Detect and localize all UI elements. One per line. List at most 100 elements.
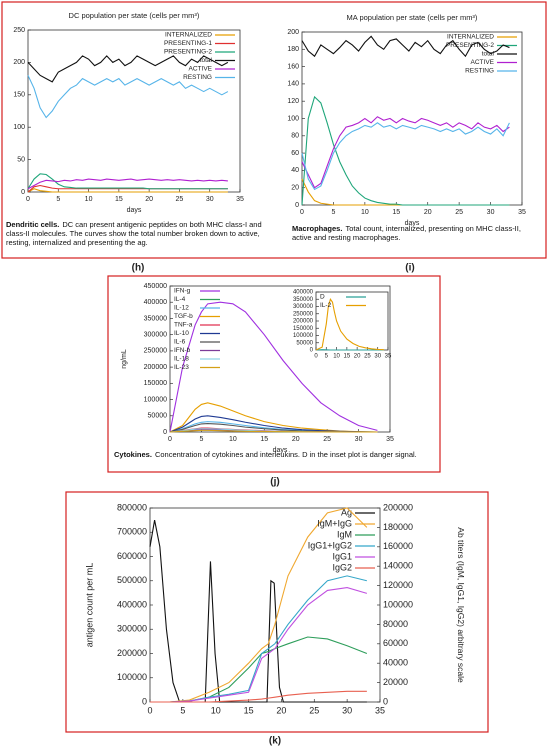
y-tick-label: 0 xyxy=(295,202,299,209)
legend-label: IFN-b xyxy=(174,347,191,354)
series-line xyxy=(27,55,229,83)
y2-tick-label: 60000 xyxy=(383,638,408,648)
x-tick-label: 20 xyxy=(292,436,300,443)
y-tick-label: 160 xyxy=(287,63,299,70)
x-tick-label: 0 xyxy=(168,436,172,443)
series-line xyxy=(169,429,378,433)
y-tick-label: 50000 xyxy=(296,340,313,346)
x-tick-label: 25 xyxy=(455,209,463,216)
legend-label: IL-23 xyxy=(174,364,189,371)
x-tick-label: 0 xyxy=(300,209,304,216)
x-tick-label: 20 xyxy=(276,705,286,715)
series-line xyxy=(150,690,367,703)
x-tick-label: 25 xyxy=(323,436,331,443)
x-tick-label: 0 xyxy=(26,196,30,203)
series-line xyxy=(150,507,368,703)
y-tick-label: 200 xyxy=(13,59,25,66)
x-tick-label: 5 xyxy=(56,196,60,203)
plot-frame xyxy=(301,31,523,206)
legend-label: RESTING xyxy=(465,68,494,75)
y-tick-label: 150 xyxy=(13,92,25,99)
y-tick-label: 300000 xyxy=(293,304,314,310)
x-tick-label: 0 xyxy=(314,354,318,360)
legend-label: IL-12 xyxy=(174,305,189,312)
y-tick-label: 200000 xyxy=(293,319,314,325)
series-line xyxy=(169,301,378,433)
series-line xyxy=(27,188,228,193)
x-axis-label: days xyxy=(127,207,142,214)
series-line xyxy=(150,586,368,703)
legend-label: PRESENTING-2 xyxy=(164,49,212,56)
x-tick-label: 35 xyxy=(518,209,526,216)
x-tick-label: 15 xyxy=(392,209,400,216)
y-tick-label: 300000 xyxy=(144,332,167,339)
y-tick-label: 600000 xyxy=(117,551,147,561)
legend-label: D xyxy=(320,294,325,301)
x-tick-label: 35 xyxy=(236,196,244,203)
y-tick-label: 40 xyxy=(291,167,299,174)
y-tick-label: 250000 xyxy=(293,311,314,317)
series-line xyxy=(27,178,228,190)
x-tick-label: 10 xyxy=(85,196,93,203)
y-tick-label: 450000 xyxy=(144,283,167,290)
x-tick-label: 30 xyxy=(374,354,381,360)
x-tick-label: 10 xyxy=(229,436,237,443)
y-axis-label: ng/mL xyxy=(121,349,128,369)
legend-label: IgG1+IgG2 xyxy=(308,540,352,550)
y-tick-label: 50 xyxy=(17,156,25,163)
y2-tick-label: 200000 xyxy=(383,502,413,512)
panel-frame xyxy=(65,491,489,733)
y2-tick-label: 140000 xyxy=(383,561,413,571)
x-tick-label: 15 xyxy=(344,354,351,360)
y2-tick-label: 0 xyxy=(383,696,388,706)
legend-label: Ag xyxy=(341,507,352,517)
y2-tick-label: 100000 xyxy=(383,599,413,609)
legend-label: TGF-b xyxy=(174,313,193,320)
legend-label: IL-2 xyxy=(320,302,332,309)
y-tick-label: 150000 xyxy=(144,380,167,387)
y-tick-label: 700000 xyxy=(117,527,147,537)
x-tick-label: 5 xyxy=(199,436,203,443)
y-tick-label: 100000 xyxy=(293,333,314,339)
series-line xyxy=(301,35,510,58)
y-tick-label: 400000 xyxy=(144,299,167,306)
x-tick-label: 20 xyxy=(145,196,153,203)
legend-label: total xyxy=(200,57,213,64)
y2-tick-label: 20000 xyxy=(383,677,408,687)
panel-label: (k) xyxy=(269,736,281,747)
y2-tick-label: 120000 xyxy=(383,580,413,590)
y-tick-label: 0 xyxy=(163,429,167,436)
y-tick-label: 150000 xyxy=(293,326,314,332)
x-tick-label: 0 xyxy=(147,705,152,715)
y-tick-label: 0 xyxy=(142,696,147,706)
series-line xyxy=(301,116,510,189)
y-tick-label: 250 xyxy=(13,27,25,34)
x-tick-label: 15 xyxy=(244,705,254,715)
y-tick-label: 120 xyxy=(287,98,299,105)
legend-label: ACTIVE xyxy=(189,66,213,73)
y-tick-label: 400000 xyxy=(117,599,147,609)
chart-title: DC population per state (cells per mm³) xyxy=(69,11,200,20)
x-tick-label: 30 xyxy=(206,196,214,203)
x-tick-label: 30 xyxy=(355,436,363,443)
y-tick-label: 0 xyxy=(310,348,314,354)
series-line xyxy=(301,122,510,191)
caption: Dendritic cells. DC can present antigenic… xyxy=(6,220,274,247)
caption-bold: Dendritic cells. xyxy=(6,220,60,229)
x-tick-label: 5 xyxy=(331,209,335,216)
panel-label: (j) xyxy=(270,477,279,488)
x-tick-label: 15 xyxy=(115,196,123,203)
legend-label: RESTING xyxy=(183,74,212,81)
y-axis-label: antigen count per mL xyxy=(84,563,94,648)
legend-label: PRESENTING-2 xyxy=(446,42,494,49)
legend-label: IL-4 xyxy=(174,296,186,303)
y-tick-label: 350000 xyxy=(293,297,314,303)
y-tick-label: 20 xyxy=(291,185,299,192)
caption-text: Total count, internalized, presenting on… xyxy=(292,224,521,242)
y2-tick-label: 80000 xyxy=(383,619,408,629)
x-tick-label: 35 xyxy=(375,705,385,715)
legend-label: PRESENTING-1 xyxy=(164,40,212,47)
x-tick-label: 25 xyxy=(364,354,371,360)
caption-bold: Cytokines. xyxy=(114,450,152,459)
